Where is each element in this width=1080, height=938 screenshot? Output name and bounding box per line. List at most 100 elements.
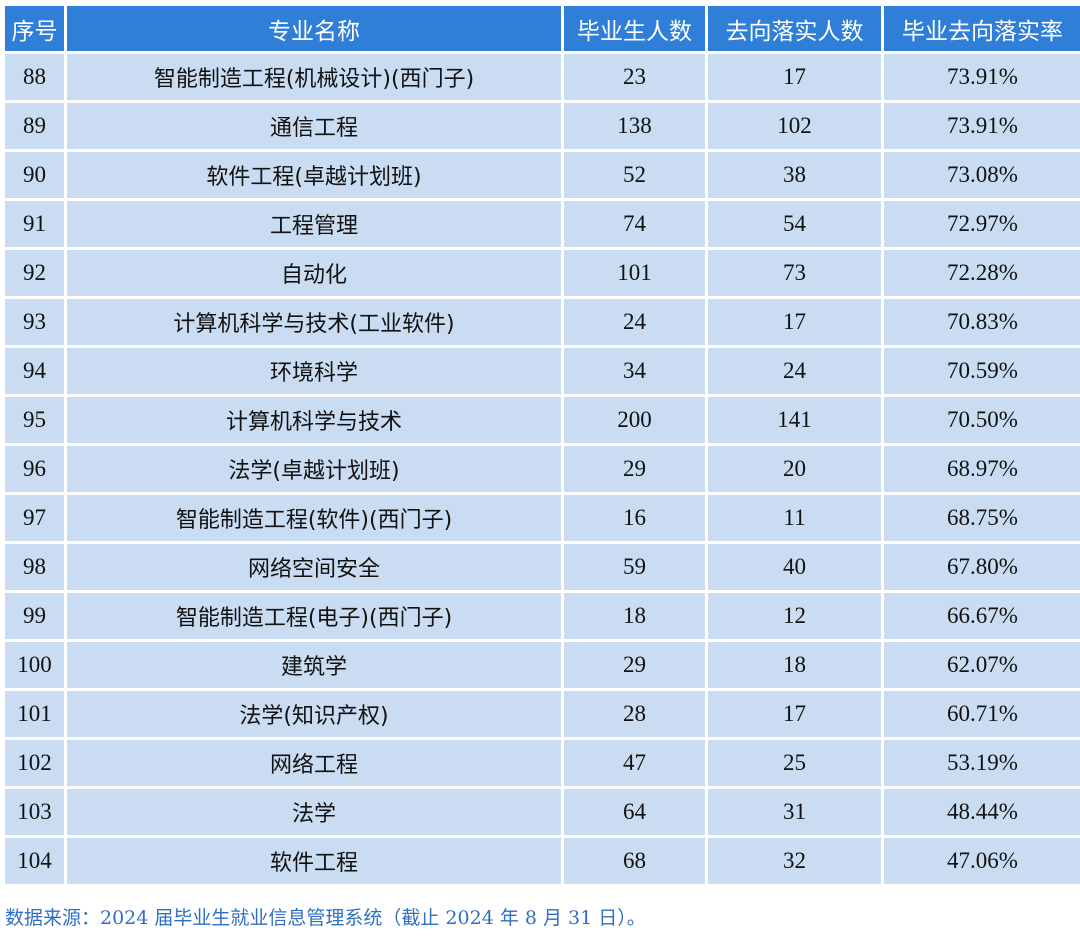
graduates-count: 29 [564,446,705,492]
placed-count: 18 [708,642,881,688]
row-index: 93 [5,299,64,345]
table-row: 89 通信工程 138 102 73.91% [5,103,1080,149]
row-index: 94 [5,348,64,394]
placement-rate: 70.83% [884,299,1080,345]
major-name: 通信工程 [67,103,561,149]
row-index: 91 [5,201,64,247]
placement-rate: 66.67% [884,593,1080,639]
header-placed: 去向落实人数 [708,6,881,51]
table-row: 104 软件工程 68 32 47.06% [5,838,1080,884]
placement-rate: 70.50% [884,397,1080,443]
graduates-count: 29 [564,642,705,688]
placed-count: 73 [708,250,881,296]
graduates-count: 74 [564,201,705,247]
placement-rate: 70.59% [884,348,1080,394]
row-index: 92 [5,250,64,296]
graduates-count: 59 [564,544,705,590]
row-index: 97 [5,495,64,541]
employment-rate-table: 序号 专业名称 毕业生人数 去向落实人数 毕业去向落实率 88 智能制造工程(机械… [2,3,1080,887]
row-index: 90 [5,152,64,198]
row-index: 102 [5,740,64,786]
placed-count: 54 [708,201,881,247]
table-row: 93 计算机科学与技术(工业软件) 24 17 70.83% [5,299,1080,345]
major-name: 建筑学 [67,642,561,688]
table-row: 95 计算机科学与技术 200 141 70.50% [5,397,1080,443]
graduates-count: 34 [564,348,705,394]
header-index: 序号 [5,6,64,51]
placed-count: 20 [708,446,881,492]
graduates-count: 101 [564,250,705,296]
graduates-count: 138 [564,103,705,149]
employment-rate-table-container: 序号 专业名称 毕业生人数 去向落实人数 毕业去向落实率 88 智能制造工程(机械… [5,6,1080,884]
graduates-count: 68 [564,838,705,884]
data-source-note: 数据来源：2024 届毕业生就业信息管理系统（截止 2024 年 8 月 31 … [5,907,646,929]
placement-rate: 47.06% [884,838,1080,884]
graduates-count: 23 [564,54,705,100]
table-row: 90 软件工程(卓越计划班) 52 38 73.08% [5,152,1080,198]
placement-rate: 53.19% [884,740,1080,786]
table-row: 91 工程管理 74 54 72.97% [5,201,1080,247]
placed-count: 17 [708,691,881,737]
placement-rate: 67.80% [884,544,1080,590]
graduates-count: 200 [564,397,705,443]
major-name: 网络空间安全 [67,544,561,590]
major-name: 智能制造工程(机械设计)(西门子) [67,54,561,100]
placement-rate: 72.97% [884,201,1080,247]
major-name: 软件工程(卓越计划班) [67,152,561,198]
placement-rate: 62.07% [884,642,1080,688]
table-row: 88 智能制造工程(机械设计)(西门子) 23 17 73.91% [5,54,1080,100]
header-graduates: 毕业生人数 [564,6,705,51]
major-name: 计算机科学与技术 [67,397,561,443]
row-index: 88 [5,54,64,100]
row-index: 89 [5,103,64,149]
placement-rate: 48.44% [884,789,1080,835]
major-name: 工程管理 [67,201,561,247]
row-index: 101 [5,691,64,737]
row-index: 96 [5,446,64,492]
placed-count: 32 [708,838,881,884]
table-row: 100 建筑学 29 18 62.07% [5,642,1080,688]
graduates-count: 24 [564,299,705,345]
placement-rate: 72.28% [884,250,1080,296]
major-name: 环境科学 [67,348,561,394]
major-name: 软件工程 [67,838,561,884]
header-major-name: 专业名称 [67,6,561,51]
placement-rate: 60.71% [884,691,1080,737]
graduates-count: 52 [564,152,705,198]
row-index: 99 [5,593,64,639]
row-index: 100 [5,642,64,688]
table-row: 102 网络工程 47 25 53.19% [5,740,1080,786]
table-row: 97 智能制造工程(软件)(西门子) 16 11 68.75% [5,495,1080,541]
graduates-count: 16 [564,495,705,541]
major-name: 自动化 [67,250,561,296]
major-name: 法学(卓越计划班) [67,446,561,492]
placed-count: 31 [708,789,881,835]
placement-rate: 73.08% [884,152,1080,198]
placed-count: 38 [708,152,881,198]
row-index: 104 [5,838,64,884]
major-name: 网络工程 [67,740,561,786]
graduates-count: 47 [564,740,705,786]
placement-rate: 73.91% [884,54,1080,100]
placed-count: 25 [708,740,881,786]
placed-count: 17 [708,54,881,100]
table-header-row: 序号 专业名称 毕业生人数 去向落实人数 毕业去向落实率 [5,6,1080,51]
graduates-count: 64 [564,789,705,835]
table-row: 94 环境科学 34 24 70.59% [5,348,1080,394]
placed-count: 12 [708,593,881,639]
placed-count: 24 [708,348,881,394]
row-index: 98 [5,544,64,590]
table-row: 99 智能制造工程(电子)(西门子) 18 12 66.67% [5,593,1080,639]
table-row: 101 法学(知识产权) 28 17 60.71% [5,691,1080,737]
placed-count: 102 [708,103,881,149]
placed-count: 40 [708,544,881,590]
major-name: 智能制造工程(电子)(西门子) [67,593,561,639]
major-name: 智能制造工程(软件)(西门子) [67,495,561,541]
major-name: 计算机科学与技术(工业软件) [67,299,561,345]
placed-count: 11 [708,495,881,541]
graduates-count: 28 [564,691,705,737]
row-index: 103 [5,789,64,835]
placed-count: 17 [708,299,881,345]
table-row: 98 网络空间安全 59 40 67.80% [5,544,1080,590]
table-row: 96 法学(卓越计划班) 29 20 68.97% [5,446,1080,492]
